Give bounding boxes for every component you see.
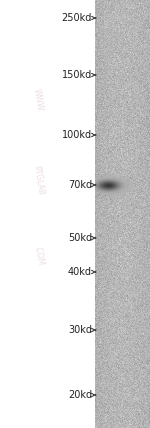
Text: 40kd: 40kd xyxy=(68,267,92,277)
Text: WWW.: WWW. xyxy=(32,87,45,113)
Text: 30kd: 30kd xyxy=(68,325,92,335)
Text: PTGLAB: PTGLAB xyxy=(31,164,45,196)
Text: 20kd: 20kd xyxy=(68,390,92,400)
Text: .COM: .COM xyxy=(32,244,44,266)
Text: 150kd: 150kd xyxy=(62,70,92,80)
Text: 70kd: 70kd xyxy=(68,180,92,190)
Text: 250kd: 250kd xyxy=(62,13,92,23)
Text: 50kd: 50kd xyxy=(68,233,92,243)
Text: 100kd: 100kd xyxy=(62,130,92,140)
